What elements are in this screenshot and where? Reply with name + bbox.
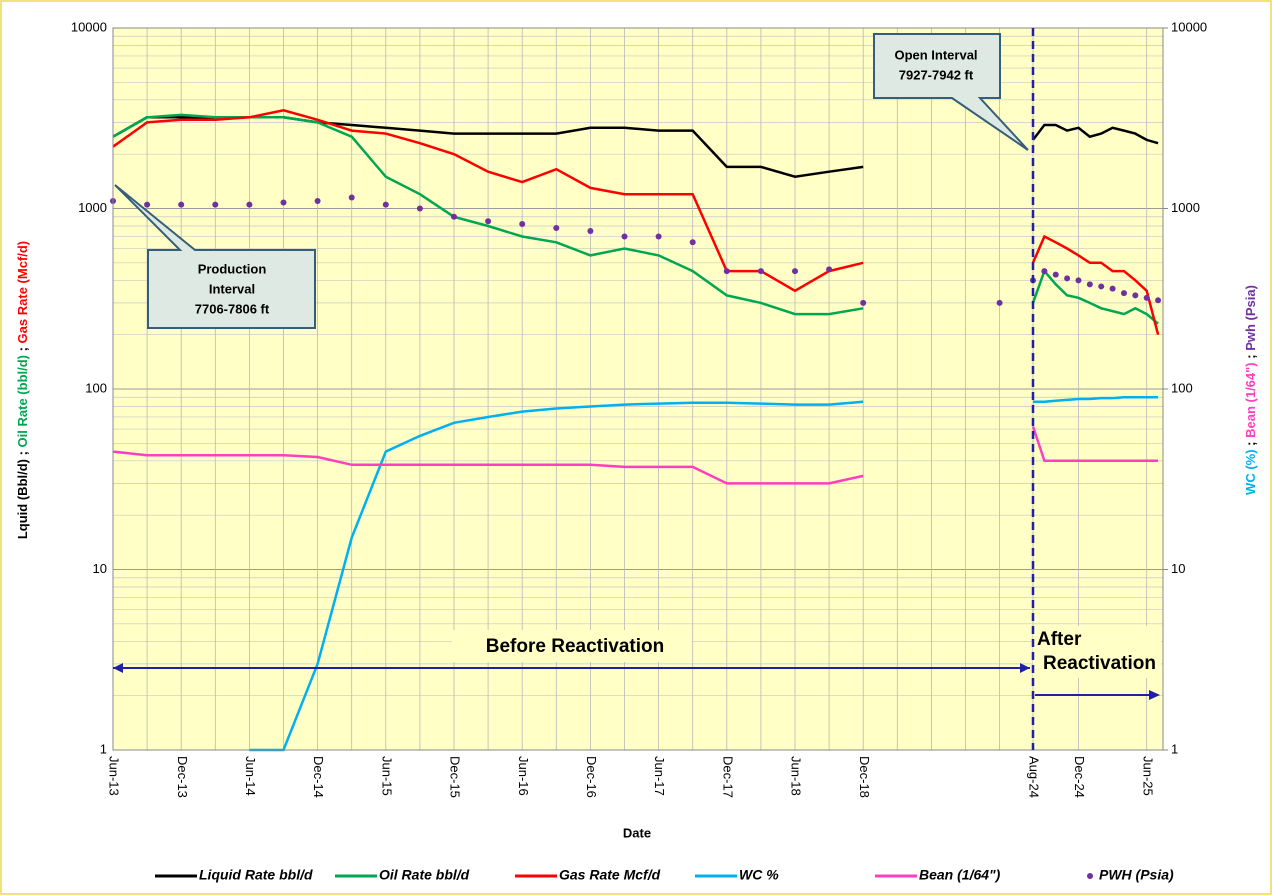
arrow-head xyxy=(1149,690,1160,700)
before-label: Before Reactivation xyxy=(486,636,664,657)
x-tick-label: Dec-17 xyxy=(720,756,735,798)
series-dot xyxy=(587,228,594,235)
production-callout xyxy=(114,184,316,329)
series-dot xyxy=(144,201,151,208)
y-tick-label: 1000 xyxy=(78,200,107,215)
series-dot xyxy=(416,205,423,212)
series-dot xyxy=(1143,294,1150,301)
series-dot xyxy=(1098,283,1105,290)
y-tick-label: 10000 xyxy=(71,19,107,34)
arrow-head xyxy=(1020,663,1030,673)
series-dot xyxy=(1041,268,1048,275)
after-box xyxy=(1033,626,1161,678)
series-dot xyxy=(1120,290,1127,297)
series-dot xyxy=(723,268,730,275)
axis-label-part: WC (%) xyxy=(1243,449,1258,495)
series-dot xyxy=(485,218,492,225)
series-dot xyxy=(1075,277,1082,284)
open-callout xyxy=(873,33,1029,151)
x-tick-label: Aug-24 xyxy=(1027,756,1042,798)
series-dot xyxy=(689,239,696,246)
legend-label: PWH (Psia) xyxy=(1099,867,1174,883)
series-dot xyxy=(860,299,867,306)
series-dot xyxy=(314,198,321,205)
callout-text: Production xyxy=(198,261,267,276)
series-dot xyxy=(178,201,185,208)
axis-label-part: ; xyxy=(1243,351,1258,363)
series-dot xyxy=(212,201,219,208)
callout-text: Open Interval xyxy=(894,47,977,62)
x-tick-label: Jun-18 xyxy=(789,756,804,796)
y2-tick-label: 1 xyxy=(1171,741,1178,756)
series-dot xyxy=(757,268,764,275)
series-dot xyxy=(1155,297,1162,304)
x-tick-label: Jun-17 xyxy=(652,756,667,796)
y2-tick-label: 10 xyxy=(1171,561,1185,576)
legend-swatch xyxy=(1087,873,1093,879)
series-dot xyxy=(1086,281,1093,288)
series-dot xyxy=(1109,285,1116,292)
axis-label-part: ; xyxy=(1243,438,1258,450)
series-line xyxy=(112,426,1159,485)
series-dot xyxy=(280,199,287,206)
y2-tick-label: 1000 xyxy=(1171,200,1200,215)
y-tick-label: 1 xyxy=(100,741,107,756)
axis-label-part: Pwh (Psia) xyxy=(1243,285,1258,351)
axis-label-part: Bean (1/64") xyxy=(1243,362,1258,438)
after-label: Reactivation xyxy=(1043,653,1156,674)
series-dot xyxy=(826,266,833,273)
series-line xyxy=(112,109,1160,336)
series-dot xyxy=(655,233,662,240)
legend-label: Bean (1/64") xyxy=(919,867,1001,883)
axis-label-part: ; xyxy=(15,343,30,355)
series-dot xyxy=(519,221,526,228)
x-tick-label: Jun-14 xyxy=(243,756,258,796)
y-tick-label: 100 xyxy=(85,380,107,395)
series-dot xyxy=(246,201,253,208)
axis-label-part: Lquid (Bbl/d) ; xyxy=(15,447,30,539)
legend-label: Oil Rate bbl/d xyxy=(379,867,470,883)
series-dot xyxy=(348,194,355,201)
series-dot xyxy=(1052,271,1059,278)
legend-label: Liquid Rate bbl/d xyxy=(199,867,313,883)
x-axis-label: Date xyxy=(623,825,651,840)
series-dot xyxy=(621,233,628,240)
series-line xyxy=(249,396,1159,752)
series-dot xyxy=(451,213,457,220)
series-dot xyxy=(553,224,560,231)
legend-label: WC % xyxy=(739,867,779,883)
x-tick-label: Dec-13 xyxy=(175,756,190,798)
x-tick-label: Jun-15 xyxy=(379,756,394,796)
callout-text: Interval xyxy=(209,281,255,296)
axis-label-part: Oil Rate (bbl/d) xyxy=(15,355,30,447)
y2-tick-label: 100 xyxy=(1171,380,1193,395)
x-tick-label: Dec-18 xyxy=(857,756,872,798)
series-dot xyxy=(1132,292,1139,299)
x-tick-label: Dec-15 xyxy=(448,756,463,798)
series-dot xyxy=(792,268,798,275)
x-tick-label: Dec-14 xyxy=(311,756,326,798)
before-box xyxy=(452,630,692,662)
x-tick-label: Dec-16 xyxy=(584,756,599,798)
series-dot xyxy=(996,299,1003,306)
legend-label: Gas Rate Mcf/d xyxy=(559,867,661,883)
axis-label-part: Gas Rate (Mcf/d) xyxy=(15,241,30,344)
y2-axis-label: WC (%) ; Bean (1/64") ; Pwh (Psia) xyxy=(1243,285,1258,495)
x-tick-label: Dec-24 xyxy=(1072,756,1087,798)
arrow-head xyxy=(113,663,123,673)
x-tick-label: Jun-13 xyxy=(107,756,122,796)
x-tick-label: Jun-16 xyxy=(516,756,531,796)
x-tick-label: Jun-25 xyxy=(1140,756,1155,796)
after-label: After xyxy=(1037,629,1082,650)
y-axis-label: Lquid (Bbl/d) ; Oil Rate (bbl/d) ; Gas R… xyxy=(15,241,30,539)
series-dot xyxy=(1064,275,1071,282)
y-tick-label: 10 xyxy=(93,561,107,576)
callout-text: 7706-7806 ft xyxy=(195,301,270,316)
y2-tick-label: 10000 xyxy=(1171,19,1207,34)
callout-text: 7927-7942 ft xyxy=(899,67,974,82)
series-dot xyxy=(382,201,389,208)
